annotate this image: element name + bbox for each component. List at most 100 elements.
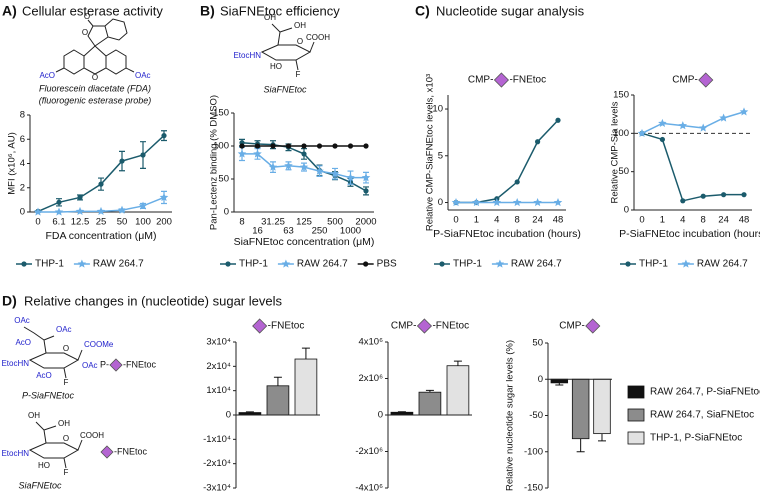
sugar-diamond	[109, 358, 123, 372]
bar	[418, 391, 442, 416]
atom: EtocHN	[1, 449, 29, 458]
x-tick-label: 4	[680, 215, 685, 226]
atom: OAc	[14, 316, 30, 325]
point	[637, 128, 647, 137]
legend-marker	[281, 259, 291, 268]
point	[698, 123, 708, 132]
y-tick-label: 2x10⁴	[206, 361, 231, 372]
point	[492, 198, 502, 207]
atom: AcO	[15, 338, 31, 347]
point	[363, 188, 369, 194]
bond	[63, 49, 85, 75]
bond	[35, 421, 47, 444]
legend-label: THP-1	[35, 259, 64, 270]
point	[54, 207, 64, 216]
y-tick-label: 150	[213, 108, 229, 119]
atom: HO	[270, 62, 282, 71]
legend-label: RAW 264.7, P-SiaFNEtoc	[650, 387, 760, 398]
x-tick-label: 1000	[340, 226, 361, 237]
x-tick-label: 24	[718, 215, 729, 226]
point	[268, 162, 278, 171]
point	[301, 143, 307, 149]
y-tick-label: -2x10⁴	[203, 458, 231, 469]
point	[56, 199, 62, 205]
structure-name: Fluorescein diacetate (FDA)	[39, 83, 151, 93]
tag-text: CMP-	[468, 75, 494, 86]
y-tick-label: 0	[224, 207, 229, 218]
bond	[94, 36, 109, 47]
point	[98, 181, 104, 187]
x-tick-label: 500	[327, 217, 343, 228]
tag-text: -FNEtoc	[114, 446, 148, 456]
panel-title: Nucleotide sugar analysis	[436, 3, 585, 18]
x-tick-label: 200	[156, 217, 172, 228]
x-tick-label: 12.5	[71, 217, 90, 228]
sugar-diamond	[416, 318, 433, 334]
sia-structure	[260, 23, 315, 71]
x-tick-label: 0	[453, 215, 458, 226]
y-tick-label: 8	[20, 110, 25, 121]
y-axis-label: Relative nucleotide sugar levels (%)	[505, 340, 516, 491]
atom: O	[297, 37, 303, 46]
x-tick-label: 6.1	[52, 217, 65, 228]
x-tick-label: 48	[553, 215, 564, 226]
error-bar	[397, 411, 406, 413]
point	[363, 143, 369, 149]
x-tick-label: 4	[494, 215, 499, 226]
sugar-diamond	[493, 72, 510, 88]
series-line	[641, 132, 744, 202]
x-axis-label: P-SiaFNEtoc incubation (hours)	[619, 228, 760, 240]
atom: EtocHN	[1, 359, 29, 368]
legend-marker	[681, 259, 691, 268]
point	[33, 207, 43, 216]
x-tick-label: 1	[474, 215, 479, 226]
y-tick-label: 0	[226, 410, 231, 421]
legend-marker	[495, 259, 505, 268]
panel-title: Cellular esterase activity	[22, 3, 163, 18]
x-tick-label: 0	[35, 217, 40, 228]
structure-note: (fluorogenic esterase probe)	[39, 95, 152, 105]
point	[347, 143, 354, 149]
bond	[271, 23, 281, 46]
legend-swatch	[627, 385, 645, 399]
atom: OAc	[82, 361, 98, 370]
y-tick-label: 1x10⁴	[206, 385, 231, 396]
point	[451, 198, 461, 207]
legend-label: PBS	[377, 259, 397, 270]
bond	[260, 44, 312, 61]
x-tick-label: 125	[296, 217, 312, 228]
panel-label: D)	[2, 293, 17, 309]
bond	[77, 439, 83, 451]
x-tick-label: 25	[96, 217, 107, 228]
tag-text: CMP-	[559, 321, 585, 332]
point	[678, 121, 688, 130]
point	[77, 194, 83, 201]
bond	[279, 27, 293, 33]
atom: O	[82, 28, 88, 37]
legend-marker	[439, 261, 445, 267]
atom: O	[63, 344, 69, 353]
legend-swatch	[627, 408, 645, 422]
bond	[28, 442, 80, 459]
bar	[593, 378, 611, 435]
y-tick-label: 0	[438, 197, 443, 208]
point	[159, 192, 169, 202]
y-tick-label: -150	[524, 483, 543, 494]
bond	[63, 367, 67, 379]
y-axis-label: MFI (x10⁶, AU)	[7, 132, 18, 195]
atom: OAc	[135, 71, 151, 80]
atom: COOMe	[84, 340, 114, 349]
tag-text: -FNEtoc	[432, 321, 469, 332]
error-bar	[597, 433, 606, 442]
panel-title: Relative changes in (nucleotide) sugar l…	[24, 293, 282, 308]
bond	[87, 25, 105, 47]
atom: O	[84, 12, 90, 21]
x-tick-label: 250	[312, 226, 328, 237]
atom: COOH	[306, 33, 330, 42]
y-tick-label: -50	[529, 410, 543, 421]
atom: EtocHN	[233, 51, 261, 60]
y-tick-label: 6	[20, 134, 25, 145]
y-tick-label: 4	[20, 158, 25, 169]
atom: OH	[28, 411, 40, 420]
